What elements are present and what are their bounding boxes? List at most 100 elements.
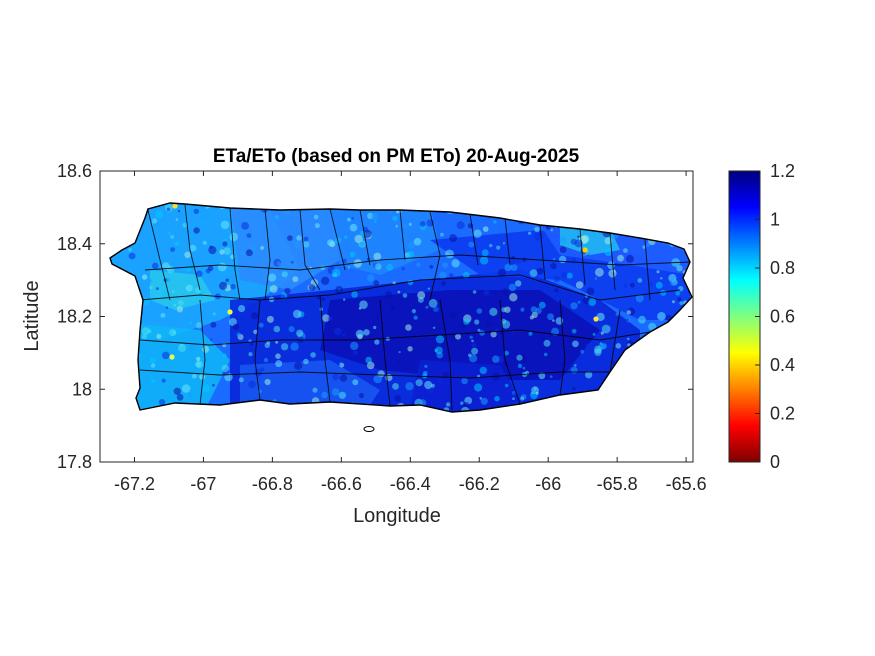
value-speckle	[637, 278, 643, 283]
value-speckle	[223, 247, 231, 255]
value-speckle	[248, 380, 256, 389]
value-speckle	[193, 208, 199, 215]
value-speckle	[287, 235, 293, 241]
value-speckle	[429, 265, 434, 269]
value-speckle	[308, 284, 316, 291]
value-speckle	[185, 266, 192, 273]
value-speckle	[434, 348, 438, 353]
value-speckle	[264, 378, 271, 386]
value-speckle	[128, 248, 132, 252]
value-speckle	[529, 269, 538, 277]
value-speckle	[269, 285, 278, 293]
value-speckle	[430, 383, 435, 388]
value-speckle	[511, 392, 517, 397]
value-speckle	[268, 273, 277, 282]
value-speckle	[594, 277, 598, 280]
value-speckle	[570, 366, 578, 374]
value-speckle	[296, 235, 302, 241]
value-speckle	[398, 350, 401, 354]
municipality-boundary	[609, 232, 616, 291]
value-speckle	[402, 293, 408, 298]
value-speckle	[223, 238, 227, 241]
value-speckle	[294, 241, 301, 248]
value-speckle	[432, 326, 436, 329]
value-speckle	[155, 210, 164, 219]
municipality-boundary	[199, 299, 206, 406]
value-speckle	[481, 249, 489, 257]
value-speckle	[438, 380, 442, 384]
value-speckle	[476, 308, 483, 314]
value-speckle	[477, 328, 481, 332]
value-speckle	[321, 391, 328, 399]
value-speckle	[566, 272, 573, 279]
value-speckle	[646, 242, 651, 247]
value-speckle	[538, 380, 543, 386]
value-speckle	[479, 330, 485, 336]
value-speckle	[273, 325, 281, 333]
value-speckle	[479, 397, 483, 400]
value-speckle	[677, 285, 684, 292]
x-tick-label: -66.6	[321, 474, 362, 494]
y-axis-ticks: 17.8 18 18.2 18.4 18.6	[57, 161, 693, 472]
value-speckle	[672, 300, 675, 304]
municipality-boundary	[539, 224, 546, 281]
value-speckle	[401, 267, 405, 271]
value-speckle	[373, 280, 380, 286]
value-speckle	[502, 242, 506, 245]
value-speckle	[149, 285, 153, 290]
value-speckle	[518, 344, 522, 348]
value-speckle	[649, 282, 653, 287]
value-speckle	[540, 335, 546, 341]
value-speckle	[408, 222, 412, 226]
value-speckle	[568, 334, 576, 342]
island-coastline	[109, 202, 693, 413]
value-speckle	[321, 276, 330, 285]
value-speckle	[275, 360, 283, 368]
value-speckle	[166, 277, 171, 282]
municipality-boundary	[147, 209, 171, 301]
value-speckle	[167, 231, 172, 236]
value-speckle	[635, 294, 644, 303]
value-speckle	[275, 340, 279, 344]
value-speckle	[290, 342, 299, 351]
value-speckle	[516, 354, 523, 361]
value-speckle	[358, 392, 365, 399]
value-speckle	[249, 244, 257, 252]
value-speckle	[544, 352, 548, 357]
value-speckle	[413, 315, 418, 320]
value-speckle	[441, 281, 446, 286]
value-speckle	[440, 232, 444, 237]
value-speckle	[220, 220, 230, 230]
value-speckle	[442, 262, 448, 268]
value-speckle	[489, 243, 493, 248]
value-speckle	[416, 262, 421, 267]
value-speckle	[191, 335, 195, 339]
value-speckle	[594, 345, 602, 354]
value-speckle	[195, 322, 203, 329]
value-speckle	[623, 283, 628, 288]
value-speckle	[277, 217, 281, 221]
value-speckle	[257, 389, 262, 394]
value-speckle	[313, 214, 319, 220]
value-speckle	[468, 241, 475, 248]
value-speckle	[275, 353, 281, 360]
value-speckle	[251, 312, 259, 320]
value-speckle	[397, 360, 401, 364]
value-speckle	[419, 221, 426, 227]
value-speckle	[258, 322, 264, 328]
municipality-boundary	[319, 294, 331, 403]
value-speckle	[395, 224, 399, 228]
value-speckle	[355, 329, 364, 338]
value-speckle	[552, 319, 555, 322]
value-speckle	[294, 361, 303, 370]
value-speckle	[504, 383, 509, 388]
value-speckle	[601, 324, 611, 334]
value-speckle	[149, 279, 153, 283]
value-speckle	[347, 217, 351, 222]
municipality-boundary	[379, 299, 391, 407]
value-speckle	[586, 287, 595, 296]
value-speckle	[403, 224, 407, 229]
value-speckle	[535, 391, 539, 395]
value-speckle	[600, 331, 604, 335]
value-speckle	[406, 250, 415, 259]
